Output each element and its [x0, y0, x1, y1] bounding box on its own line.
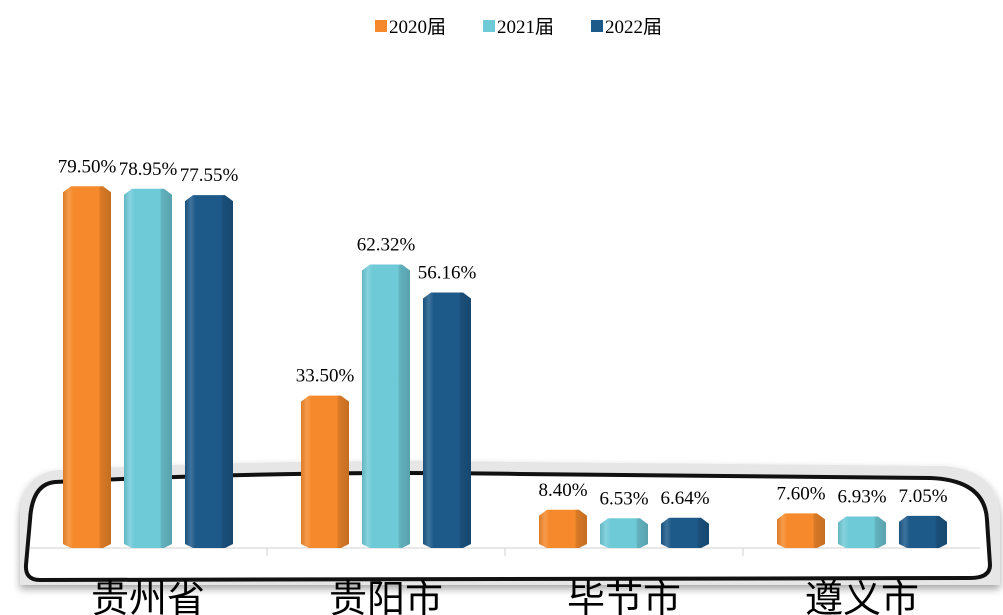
- x-tick-label: 毕节市: [567, 577, 681, 615]
- data-label: 77.55%: [180, 165, 239, 186]
- data-label: 62.32%: [357, 234, 416, 255]
- data-label: 8.40%: [538, 480, 587, 501]
- bar: [777, 513, 825, 548]
- data-label: 33.50%: [296, 366, 355, 387]
- data-label: 6.93%: [837, 486, 886, 507]
- legend-swatch: [375, 20, 387, 32]
- data-label: 56.16%: [418, 262, 477, 283]
- x-tick-label: 贵州省: [91, 577, 205, 615]
- bar: [600, 518, 648, 548]
- bar: [185, 195, 233, 548]
- legend-swatch: [483, 20, 495, 32]
- legend-label: 2020届: [389, 17, 446, 38]
- data-label: 6.64%: [660, 488, 709, 509]
- bar: [539, 509, 587, 548]
- legend-label: 2022届: [605, 17, 662, 38]
- bar: [124, 188, 172, 548]
- bar: [423, 292, 471, 548]
- plot: 79.50% 78.95% 77.55% 33.50% 62.32%56.16% 8.40…: [58, 156, 948, 548]
- data-label: 79.50%: [58, 156, 117, 177]
- bar: [661, 517, 709, 548]
- bar: [301, 395, 349, 548]
- data-label: 7.60%: [776, 483, 825, 504]
- bar: [362, 264, 410, 548]
- data-label: 6.53%: [599, 488, 648, 509]
- x-tick-label: 贵阳市: [329, 577, 443, 615]
- bar: [838, 516, 886, 548]
- data-label: 78.95%: [119, 159, 178, 180]
- bar: [899, 515, 947, 548]
- x-tick-label: 遵义市: [805, 577, 919, 615]
- legend-label: 2021届: [497, 17, 554, 38]
- bar: [63, 186, 111, 548]
- legend-swatch: [591, 20, 603, 32]
- data-label: 7.05%: [898, 486, 947, 507]
